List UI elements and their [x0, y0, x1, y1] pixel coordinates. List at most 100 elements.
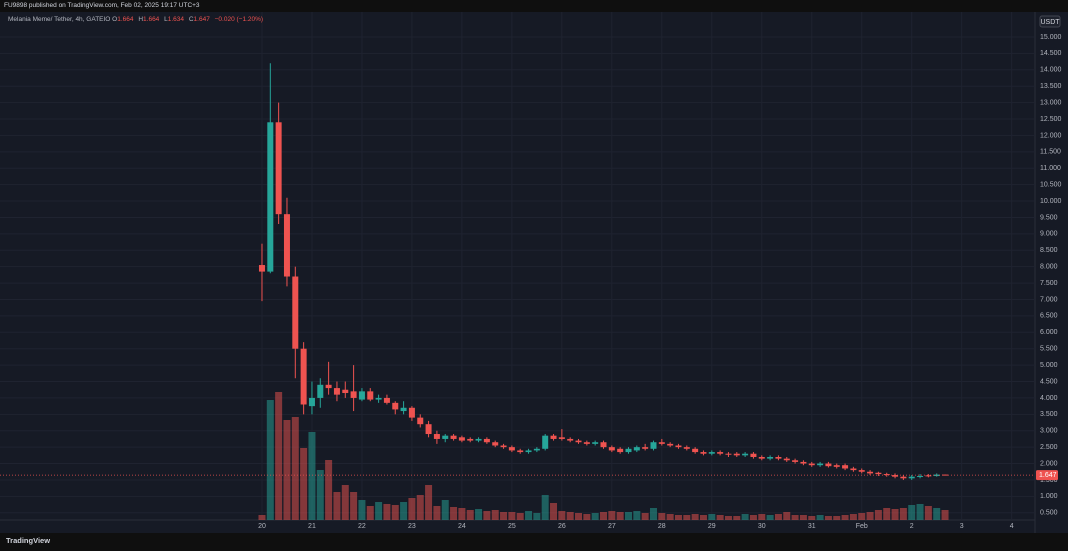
candle-body [925, 475, 932, 477]
candle-body [425, 424, 432, 435]
candle-body [558, 437, 565, 439]
ohlc-value: 1.664 [117, 16, 134, 23]
volume-bar [575, 513, 583, 520]
candle-body [283, 214, 290, 277]
candle-body [650, 442, 657, 449]
volume-bar [458, 508, 466, 520]
volume-bar [874, 510, 882, 520]
candle-body [608, 447, 615, 451]
candle-body [908, 476, 915, 479]
volume-bar [741, 514, 749, 520]
candle-body [667, 443, 674, 446]
candle-body [367, 391, 374, 400]
y-tick-label: 12.000 [1040, 132, 1062, 139]
y-tick-label: 1.000 [1040, 493, 1058, 500]
volume-bar [408, 498, 416, 520]
volume-bar [400, 502, 408, 520]
candle-body [592, 442, 599, 444]
candle-body [275, 122, 282, 215]
ohlc-key: L [164, 16, 168, 23]
volume-bar [783, 512, 791, 520]
candle-body [550, 435, 557, 439]
volume-bar [799, 515, 807, 520]
x-tick-label: 31 [808, 523, 816, 530]
volume-bar [641, 513, 649, 520]
volume-bar [666, 514, 674, 520]
volume-bar [266, 400, 274, 520]
volume-bar [391, 505, 399, 520]
y-tick-label: 11.500 [1040, 149, 1061, 156]
volume-bar [425, 485, 433, 520]
candle-body [533, 448, 540, 451]
volume-bar [891, 509, 899, 520]
volume-bar [566, 512, 574, 520]
candle-body [342, 389, 349, 394]
candle-body [642, 447, 649, 449]
candle-body [733, 453, 740, 456]
volume-bar [316, 470, 324, 520]
candle-body [792, 460, 799, 462]
volume-bar [416, 495, 424, 520]
candle-body [867, 471, 874, 474]
y-tick-label: 2.000 [1040, 460, 1058, 467]
candle-body [833, 465, 840, 467]
ohlc-value: 1.634 [167, 16, 185, 23]
volume-bar [941, 510, 949, 520]
x-tick-label: 26 [558, 523, 566, 530]
ohlc-value: 1.647 [193, 16, 210, 23]
volume-bar [541, 495, 549, 520]
volume-bar [933, 508, 941, 520]
volume-bar [450, 507, 458, 520]
volume-bar [758, 514, 766, 520]
ohlc-key: C [188, 16, 194, 23]
candle-body [500, 445, 507, 448]
x-tick-label: 23 [408, 523, 416, 530]
volume-bar [533, 513, 541, 520]
y-tick-label: 15.000 [1040, 34, 1062, 41]
volume-bar [516, 513, 524, 520]
brand: TradingView [6, 536, 50, 545]
volume-bar [824, 516, 832, 520]
volume-bar [600, 512, 608, 520]
volume-bar [308, 432, 316, 520]
candle-body [658, 442, 665, 444]
volume-bar [491, 510, 499, 520]
volume-bar [583, 514, 591, 520]
volume-bar [466, 510, 474, 520]
candle-body [383, 397, 390, 403]
y-tick-label: 7.000 [1040, 296, 1058, 303]
volume-bar [916, 504, 924, 520]
volume-bar [608, 511, 616, 520]
x-tick-label: 21 [308, 523, 316, 530]
volume-bar [366, 506, 374, 520]
y-tick-label: 3.500 [1040, 411, 1058, 418]
candle-body [433, 434, 440, 439]
volume-bar [791, 515, 799, 520]
ohlc-value: 1.664 [143, 16, 160, 23]
volume-bar [833, 516, 841, 520]
volume-bar [766, 515, 774, 520]
candle-body [817, 463, 824, 466]
last-price-label: 1.647 [1039, 472, 1057, 479]
volume-bar [358, 500, 366, 520]
volume-bar [716, 515, 724, 520]
candle-body [325, 384, 332, 389]
candle-body [583, 442, 590, 444]
volume-bar [708, 514, 716, 520]
volume-bar [441, 500, 449, 520]
volume-bar [883, 508, 891, 520]
volume-bar [658, 513, 666, 520]
x-tick-label: 4 [1010, 523, 1014, 530]
ohlc-key: O [112, 16, 118, 23]
volume-bar [724, 516, 732, 520]
volume-bar [558, 511, 566, 520]
x-tick-label: 27 [608, 523, 616, 530]
y-tick-label: 11.000 [1040, 165, 1061, 172]
candle-body [492, 442, 499, 446]
volume-bar [275, 392, 283, 520]
candle-body [417, 417, 424, 425]
currency-label: USDT [1040, 19, 1060, 26]
candle-body [858, 470, 865, 472]
candle-body [442, 435, 449, 439]
